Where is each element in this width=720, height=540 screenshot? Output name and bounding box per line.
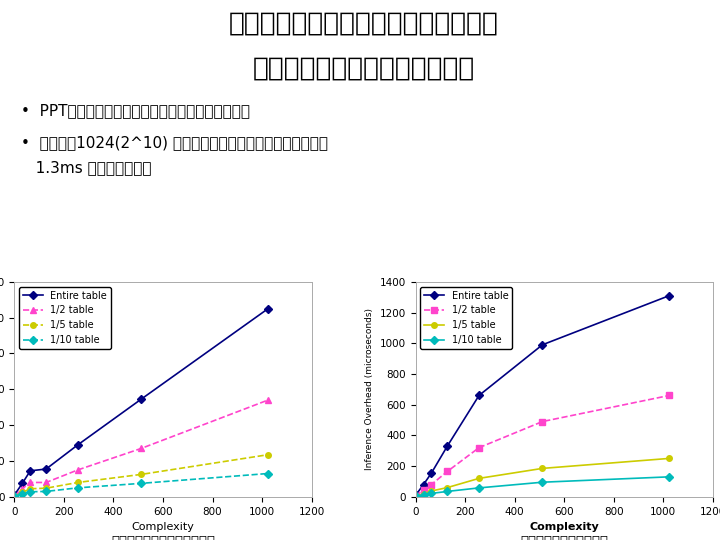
Text: データサイズと解析時間の検証: データサイズと解析時間の検証 xyxy=(253,55,474,82)
Entire table xyxy=(26,468,35,474)
1/2 table xyxy=(137,445,145,451)
Entire table xyxy=(10,492,19,498)
1/2 table xyxy=(42,479,50,485)
1/2 table xyxy=(264,397,272,403)
Text: 複雑度と解析時間の関係: 複雑度と解析時間の関係 xyxy=(521,536,608,540)
1/5 table xyxy=(26,485,35,492)
1/5 table xyxy=(665,455,673,462)
Line: 1/10 table: 1/10 table xyxy=(12,471,271,499)
1/5 table xyxy=(538,465,546,471)
Text: 複雑度とデータサイズの関係: 複雑度とデータサイズの関係 xyxy=(111,536,215,540)
1/10 table xyxy=(42,488,50,495)
Entire table xyxy=(538,342,546,348)
1/5 table xyxy=(443,484,451,491)
1/5 table xyxy=(264,451,272,458)
1/2 table xyxy=(443,468,451,475)
X-axis label: Complexity: Complexity xyxy=(132,522,194,532)
1/5 table xyxy=(73,479,82,485)
Line: 1/5 table: 1/5 table xyxy=(413,456,672,499)
1/5 table xyxy=(137,471,145,478)
Legend: Entire table, 1/2 table, 1/5 table, 1/10 table: Entire table, 1/2 table, 1/5 table, 1/10… xyxy=(19,287,111,349)
1/5 table xyxy=(411,493,420,500)
1/2 table xyxy=(73,467,82,473)
1/10 table xyxy=(411,493,420,500)
1/2 table xyxy=(411,493,420,500)
1/5 table xyxy=(18,489,27,496)
Line: 1/2 table: 1/2 table xyxy=(12,397,271,498)
Entire table xyxy=(137,396,145,402)
Entire table xyxy=(42,466,50,472)
1/10 table xyxy=(18,491,27,497)
Line: Entire table: Entire table xyxy=(12,306,271,498)
Entire table xyxy=(427,470,436,476)
Entire table xyxy=(665,293,673,299)
1/2 table xyxy=(665,392,673,399)
1/10 table xyxy=(665,474,673,480)
1/10 table xyxy=(427,490,436,497)
1/5 table xyxy=(474,475,483,482)
Line: 1/10 table: 1/10 table xyxy=(413,474,672,500)
1/5 table xyxy=(42,485,50,491)
Text: •  複雑度が1024(2^10) の時に全エントリを処理した場合でも: • 複雑度が1024(2^10) の時に全エントリを処理した場合でも xyxy=(22,135,328,150)
Entire table xyxy=(18,480,27,487)
1/10 table xyxy=(443,488,451,495)
Text: 評価：コンテキストの複雑度に応じた: 評価：コンテキストの複雑度に応じた xyxy=(229,11,498,37)
Y-axis label: Inference Overhead (microseconds): Inference Overhead (microseconds) xyxy=(365,308,374,470)
1/2 table xyxy=(419,487,428,493)
1/10 table xyxy=(538,479,546,485)
1/10 table xyxy=(137,480,145,487)
Entire table xyxy=(419,481,428,488)
Line: 1/5 table: 1/5 table xyxy=(12,452,271,499)
Text: 1.3ms で終了している: 1.3ms で終了している xyxy=(22,160,152,175)
Line: Entire table: Entire table xyxy=(413,293,672,498)
Legend: Entire table, 1/2 table, 1/5 table, 1/10 table: Entire table, 1/2 table, 1/5 table, 1/10… xyxy=(420,287,512,349)
Entire table xyxy=(474,392,483,399)
1/10 table xyxy=(73,484,82,491)
1/10 table xyxy=(26,489,35,495)
1/2 table xyxy=(10,492,19,499)
1/10 table xyxy=(264,470,272,477)
Entire table xyxy=(264,306,272,312)
Text: •  PPT削減の効果は複雑度が増すにつれ大きくなる: • PPT削減の効果は複雑度が増すにつれ大きくなる xyxy=(22,103,251,118)
Line: 1/2 table: 1/2 table xyxy=(413,393,672,499)
1/2 table xyxy=(538,418,546,425)
1/2 table xyxy=(18,485,27,492)
1/2 table xyxy=(427,481,436,488)
1/10 table xyxy=(474,485,483,491)
1/2 table xyxy=(26,479,35,485)
1/10 table xyxy=(10,493,19,500)
1/2 table xyxy=(474,444,483,451)
Entire table xyxy=(411,492,420,498)
1/10 table xyxy=(419,492,428,498)
1/5 table xyxy=(10,493,19,500)
Entire table xyxy=(443,443,451,449)
X-axis label: Complexity: Complexity xyxy=(529,522,599,532)
Entire table xyxy=(73,442,82,448)
1/5 table xyxy=(427,488,436,494)
1/5 table xyxy=(419,490,428,497)
